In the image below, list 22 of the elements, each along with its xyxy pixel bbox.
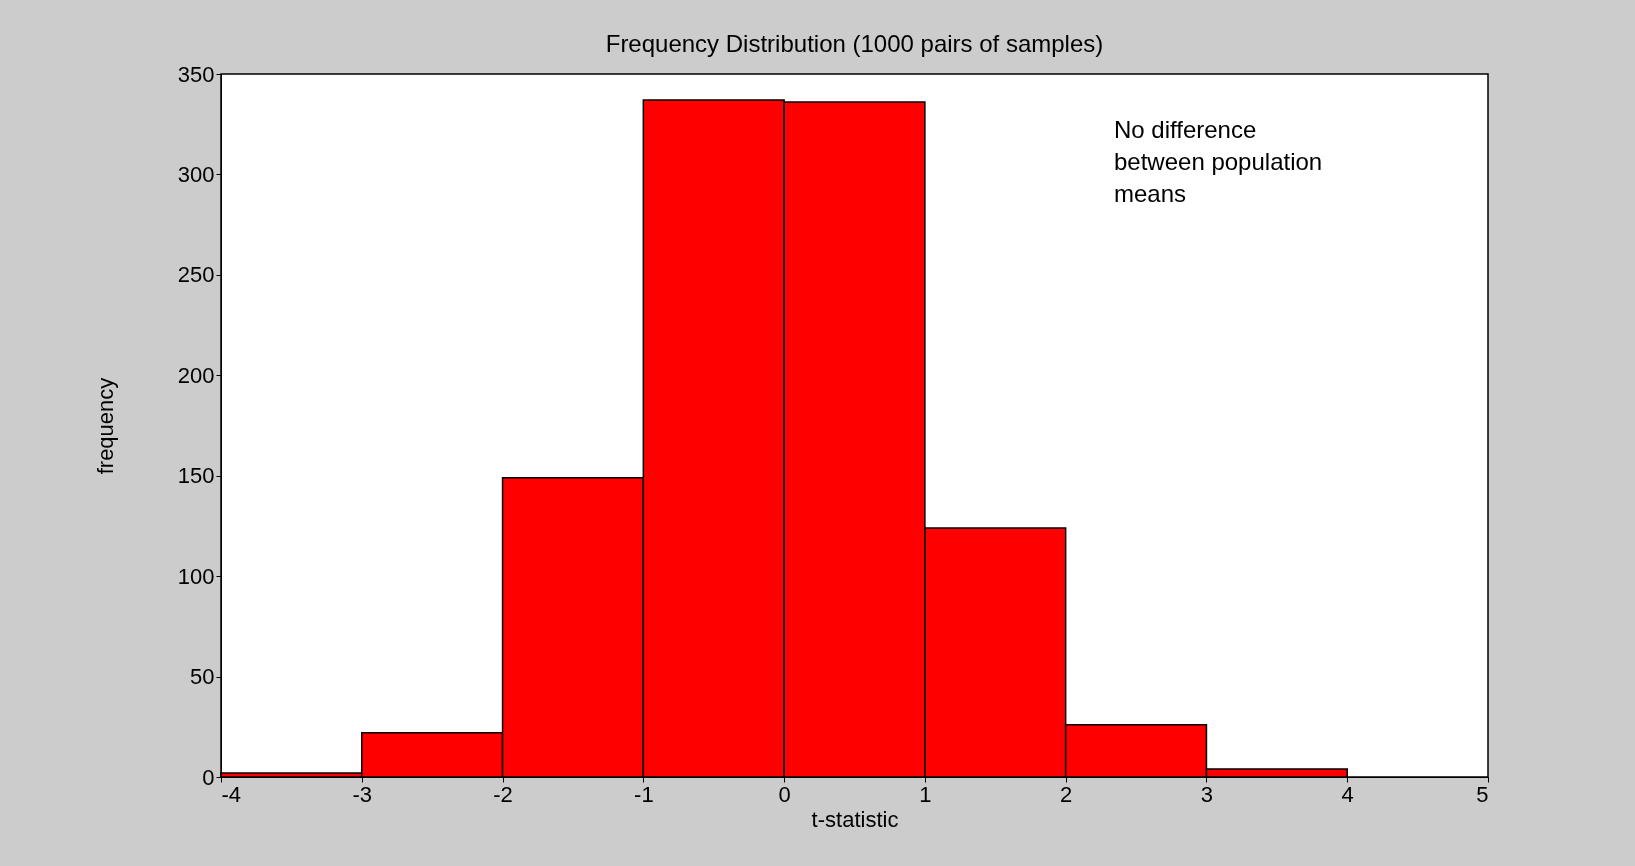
x-tick-label: -2 [493,781,513,807]
y-tick-label: 0 [202,764,215,790]
x-tick-label: 3 [1200,781,1214,807]
x-tick-label: 5 [1476,781,1489,807]
y-axis-title: frequency [92,377,118,475]
chart-title: Frequency Distribution (1000 pairs of samples) [605,30,1104,57]
x-tick-label: 2 [1060,781,1073,807]
y-tick-label: 250 [177,262,215,288]
x-tick-label: 1 [919,781,932,807]
annotation: No difference between population means [1114,116,1323,207]
y-tick-label: 100 [177,563,215,589]
x-tick-label: 0 [778,781,791,807]
y-tick-label: 200 [177,362,215,388]
y-tick-label: 350 [177,61,215,87]
y-tick-label: 150 [177,463,215,489]
x-tick-label: -3 [352,781,373,807]
x-tick-label: 4 [1341,781,1354,807]
x-axis-title: t-statistic [811,806,899,832]
x-tick-label: -4 [221,781,242,807]
y-tick-label: 50 [190,664,215,690]
x-tick-label: -1 [634,781,654,807]
y-tick-label: 300 [177,161,215,187]
